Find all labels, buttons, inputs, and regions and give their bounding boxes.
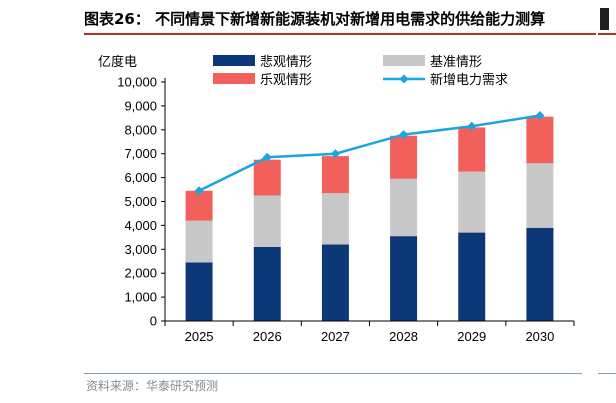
title-rule-right <box>598 33 616 35</box>
y-tick-label: 8,000 <box>124 122 157 137</box>
x-tick-label: 2027 <box>321 329 350 344</box>
x-tick-label: 2030 <box>525 329 554 344</box>
bar-baseline <box>321 193 349 245</box>
bar-optimistic <box>390 135 418 179</box>
legend-baseline-label: 基准情形 <box>430 55 482 70</box>
bar-pessimistic <box>321 244 349 321</box>
bar-optimistic <box>321 156 349 194</box>
bar-baseline <box>526 163 554 228</box>
bar-pessimistic <box>253 246 281 321</box>
bar-optimistic <box>526 116 554 164</box>
legend-demand: 新增电力需求 <box>383 72 508 88</box>
source-rule-right <box>598 373 616 374</box>
source-rule <box>84 373 582 374</box>
demand-line <box>194 110 545 196</box>
legend-optimistic: 乐观情形 <box>213 73 312 88</box>
figure-title: 图表26： 不同情景下新增新能源装机对新增用电需求的供给能力测算 <box>84 10 546 28</box>
legend-baseline-swatch <box>383 55 425 66</box>
x-axis: 2025 2026 2027 2028 2029 2030 <box>164 320 575 344</box>
demand-point <box>194 186 204 196</box>
demand-line-path <box>198 114 541 192</box>
edge-marker <box>600 8 609 30</box>
demand-point <box>535 110 545 120</box>
bar-optimistic <box>185 190 213 221</box>
bar-baseline <box>458 171 486 233</box>
y-tick-label: 9,000 <box>124 98 157 113</box>
legend-optimistic-swatch <box>213 73 255 84</box>
demand-point <box>262 152 272 162</box>
y-tick-label: 0 <box>150 314 157 329</box>
demand-point <box>399 130 409 140</box>
legend-pessimistic-swatch <box>213 55 255 66</box>
y-axis: 0 1,000 2,000 3,000 4,000 5,000 6,000 7,000 8,00… <box>117 75 166 329</box>
bar-optimistic <box>458 127 486 172</box>
bar-pessimistic <box>526 227 554 321</box>
legend-baseline: 基准情形 <box>383 55 482 70</box>
legend-pessimistic-label: 悲观情形 <box>260 54 312 70</box>
bar-pessimistic <box>390 236 418 321</box>
demand-point <box>330 149 340 159</box>
demand-point <box>467 121 477 131</box>
x-tick-label: 2025 <box>185 329 214 344</box>
bar-pessimistic <box>458 232 486 321</box>
x-tick-label: 2029 <box>457 329 486 344</box>
bar-baseline <box>253 195 281 247</box>
bar-optimistic <box>253 159 281 196</box>
y-tick-label: 5,000 <box>124 194 157 209</box>
y-tick-label: 6,000 <box>124 170 157 185</box>
legend-optimistic-label: 乐观情形 <box>260 73 312 88</box>
x-tick-label: 2026 <box>253 329 282 344</box>
y-tick-label: 10,000 <box>117 75 157 90</box>
x-tick-label: 2028 <box>389 329 418 344</box>
title-rule <box>84 33 596 35</box>
legend-demand-label: 新增电力需求 <box>430 72 508 88</box>
source-note: 资料来源：华泰研究预测 <box>86 379 219 393</box>
bar-pessimistic <box>185 262 213 321</box>
legend-pessimistic: 悲观情形 <box>213 54 312 70</box>
bar-baseline <box>185 220 213 263</box>
y-unit-label: 亿度电 <box>98 54 137 70</box>
y-tick-label: 2,000 <box>124 266 157 281</box>
legend-demand-swatch-marker <box>399 74 409 84</box>
y-tick-label: 4,000 <box>124 218 157 233</box>
y-tick-label: 7,000 <box>124 146 157 161</box>
bars <box>185 116 554 321</box>
y-tick-label: 1,000 <box>124 290 157 305</box>
y-tick-label: 3,000 <box>124 242 157 257</box>
bar-baseline <box>390 178 418 237</box>
